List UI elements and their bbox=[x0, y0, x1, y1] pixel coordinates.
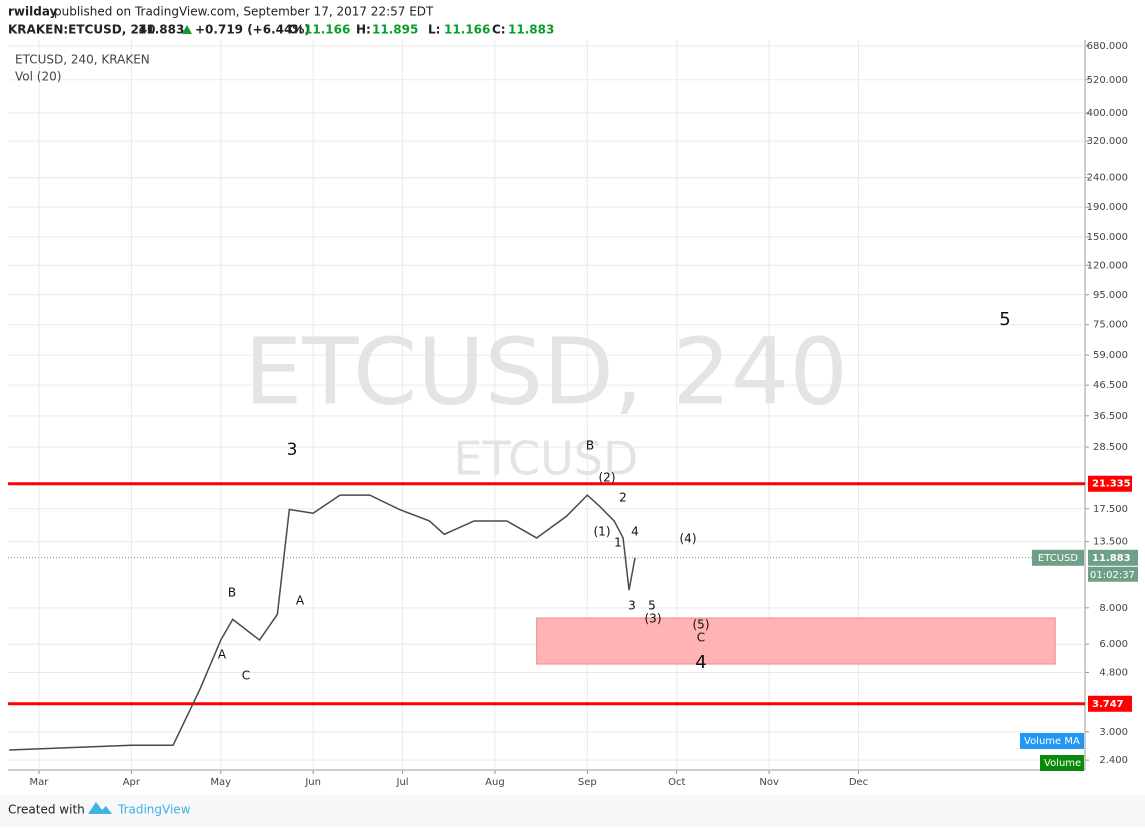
author: rwilday bbox=[8, 5, 58, 19]
y-tick-label: 59.000 bbox=[1093, 350, 1128, 361]
footer-bg bbox=[0, 795, 1145, 827]
x-tick-label: Apr bbox=[123, 777, 141, 788]
symbol-tag-label: ETCUSD bbox=[1038, 553, 1078, 564]
target-zone bbox=[536, 617, 1056, 665]
y-tick-label: 4.800 bbox=[1099, 667, 1128, 678]
wave-label: 5 bbox=[648, 599, 656, 613]
y-tick-label: 190.000 bbox=[1087, 202, 1128, 213]
ohlc-label: C: bbox=[492, 23, 506, 37]
price-tag-label: 11.883 bbox=[1092, 553, 1131, 564]
level-tag bbox=[1088, 475, 1132, 492]
y-tick-label: 150.000 bbox=[1087, 232, 1128, 243]
price: 11.883 bbox=[138, 23, 184, 37]
x-tick-label: Nov bbox=[759, 777, 779, 788]
y-tick-label: 17.500 bbox=[1093, 504, 1128, 515]
y-tick-label: 6.000 bbox=[1099, 639, 1128, 650]
wave-label: 5 bbox=[999, 309, 1010, 330]
y-tick-label: 13.500 bbox=[1093, 537, 1128, 548]
volume-legend-label: Volume MA bbox=[1024, 736, 1080, 747]
indicator-label: Vol (20) bbox=[15, 70, 61, 84]
x-tick-label: Jun bbox=[304, 777, 321, 788]
symbol-tag bbox=[1032, 549, 1084, 566]
y-tick-label: 46.500 bbox=[1093, 380, 1128, 391]
x-tick-label: Mar bbox=[30, 777, 50, 788]
y-tick-label: 320.000 bbox=[1087, 136, 1128, 147]
wave-label: 3 bbox=[628, 599, 636, 613]
up-arrow bbox=[182, 25, 192, 34]
y-tick-label: 36.500 bbox=[1093, 411, 1128, 422]
ohlc-value: 11.166 bbox=[304, 23, 350, 37]
y-tick-label: 240.000 bbox=[1087, 173, 1128, 184]
wave-label: 3 bbox=[287, 440, 298, 460]
ohlc-label: O: bbox=[288, 23, 303, 37]
ohlc-value: 11.166 bbox=[444, 23, 490, 37]
x-tick-label: Dec bbox=[849, 777, 868, 788]
ohlc-label: L: bbox=[428, 23, 440, 37]
logo bbox=[88, 802, 112, 814]
x-tick-label: Oct bbox=[668, 777, 685, 788]
wave-label: (1) bbox=[594, 525, 611, 539]
footer-brand: TradingView bbox=[117, 803, 191, 817]
y-tick-label: 3.000 bbox=[1099, 727, 1128, 738]
ohlc-value: 11.895 bbox=[372, 23, 418, 37]
wave-label: 4 bbox=[631, 525, 639, 539]
volume-legend-label: Volume bbox=[1044, 758, 1081, 769]
x-tick-label: Jul bbox=[396, 777, 409, 788]
x-tick-label: Sep bbox=[578, 777, 597, 788]
y-tick-label: 120.000 bbox=[1087, 260, 1128, 271]
y-tick-label: 75.000 bbox=[1093, 320, 1128, 331]
volume-legend-tag bbox=[1020, 733, 1084, 749]
level-label: 21.335 bbox=[1092, 479, 1131, 490]
wave-label: C bbox=[697, 631, 705, 645]
wave-label: 4 bbox=[695, 652, 706, 673]
countdown-tag bbox=[1088, 566, 1138, 582]
x-tick-label: Aug bbox=[485, 777, 505, 788]
symbol: KRAKEN:ETCUSD, 240 bbox=[8, 23, 156, 37]
price-tag bbox=[1088, 549, 1138, 566]
change: +0.719 (+6.44%) bbox=[195, 23, 310, 37]
price-line bbox=[9, 494, 636, 751]
ohlc-label: H: bbox=[356, 23, 371, 37]
wave-label: A bbox=[218, 648, 227, 662]
wave-label: 2 bbox=[619, 491, 627, 505]
y-tick-label: 2.400 bbox=[1099, 755, 1128, 766]
volume-legend-tag bbox=[1040, 755, 1084, 771]
watermark-symbol: ETCUSD bbox=[454, 432, 639, 486]
footer-created: Created with bbox=[8, 803, 85, 817]
level-label: 3.747 bbox=[1092, 699, 1124, 710]
published: published on TradingView.com, September … bbox=[54, 5, 434, 19]
wave-label: (4) bbox=[680, 532, 697, 546]
y-tick-label: 28.500 bbox=[1093, 442, 1128, 453]
x-tick-label: May bbox=[210, 777, 231, 788]
countdown: 01:02:37 bbox=[1090, 570, 1135, 581]
wave-label: C bbox=[242, 669, 250, 683]
y-tick-label: 8.000 bbox=[1099, 603, 1128, 614]
wave-label: B bbox=[228, 586, 236, 600]
level-tag bbox=[1088, 695, 1132, 712]
y-tick-label: 680.000 bbox=[1087, 41, 1128, 52]
legend-title: ETCUSD, 240, KRAKEN bbox=[15, 53, 150, 67]
wave-label: (2) bbox=[599, 471, 616, 485]
wave-label: 1 bbox=[614, 536, 622, 550]
y-tick-label: 400.000 bbox=[1087, 108, 1128, 119]
watermark: ETCUSD, 240 bbox=[244, 318, 848, 425]
wave-label: (3) bbox=[645, 612, 662, 626]
wave-label: (5) bbox=[693, 618, 710, 632]
wave-label: B bbox=[586, 439, 594, 453]
wave-label: A bbox=[296, 594, 305, 608]
y-tick-label: 520.000 bbox=[1087, 75, 1128, 86]
ohlc-value: 11.883 bbox=[508, 23, 554, 37]
y-tick-label: 95.000 bbox=[1093, 290, 1128, 301]
